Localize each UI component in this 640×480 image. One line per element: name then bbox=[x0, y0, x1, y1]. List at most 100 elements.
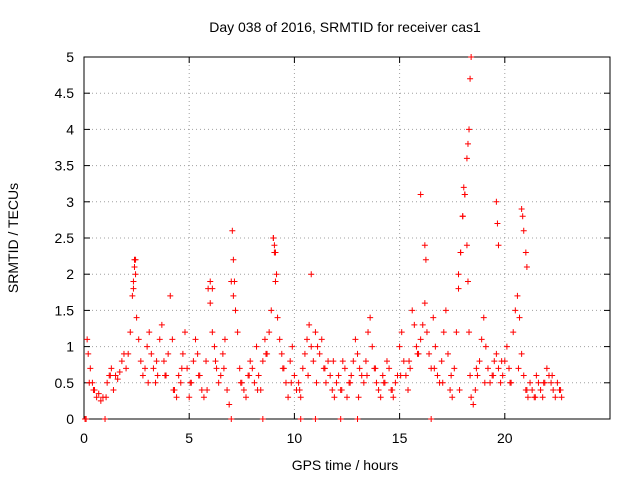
y-tick-label: 1 bbox=[66, 339, 74, 355]
data-point bbox=[156, 336, 163, 343]
data-point bbox=[276, 336, 283, 343]
data-point bbox=[295, 379, 302, 386]
data-point bbox=[316, 350, 323, 357]
data-point bbox=[83, 416, 90, 422]
data-point bbox=[438, 358, 445, 365]
data-point bbox=[204, 387, 211, 394]
data-point bbox=[322, 379, 329, 386]
data-point bbox=[165, 350, 172, 357]
data-point bbox=[474, 372, 481, 379]
data-point bbox=[203, 358, 210, 365]
data-point bbox=[524, 394, 531, 401]
data-point bbox=[266, 329, 273, 336]
data-point bbox=[372, 365, 379, 372]
data-point bbox=[234, 329, 241, 336]
data-point bbox=[285, 394, 292, 401]
data-point bbox=[318, 336, 325, 343]
data-point bbox=[431, 365, 438, 372]
x-axis-label: GPS time / hours bbox=[292, 457, 399, 473]
data-point bbox=[158, 321, 165, 328]
data-point bbox=[127, 329, 134, 336]
data-point bbox=[466, 329, 473, 336]
data-point bbox=[407, 365, 414, 372]
data-point bbox=[230, 292, 237, 299]
data-point bbox=[178, 365, 185, 372]
data-point bbox=[131, 263, 138, 270]
data-point bbox=[209, 329, 216, 336]
data-point bbox=[86, 379, 93, 386]
data-point bbox=[181, 329, 188, 336]
data-point bbox=[362, 358, 369, 365]
data-point bbox=[456, 387, 463, 394]
data-point bbox=[145, 379, 152, 386]
data-point bbox=[419, 321, 426, 328]
data-point bbox=[461, 191, 468, 198]
data-point bbox=[236, 365, 243, 372]
data-point bbox=[467, 372, 474, 379]
data-point bbox=[377, 394, 384, 401]
data-point bbox=[540, 379, 547, 386]
data-point bbox=[221, 336, 228, 343]
data-point bbox=[481, 379, 488, 386]
data-point bbox=[380, 379, 387, 386]
data-point bbox=[527, 379, 534, 386]
data-point bbox=[448, 372, 455, 379]
data-point bbox=[207, 300, 214, 307]
data-point bbox=[480, 314, 487, 321]
data-point bbox=[493, 350, 500, 357]
data-point bbox=[396, 343, 403, 350]
data-point bbox=[341, 365, 348, 372]
data-point bbox=[268, 307, 275, 314]
data-point bbox=[386, 365, 393, 372]
data-point bbox=[473, 365, 480, 372]
data-point bbox=[398, 329, 405, 336]
data-point bbox=[470, 401, 477, 408]
data-point bbox=[491, 358, 498, 365]
data-point bbox=[261, 336, 268, 343]
data-point bbox=[417, 191, 424, 198]
y-tick-label: 2 bbox=[66, 266, 74, 282]
data-point bbox=[289, 343, 296, 350]
data-point bbox=[102, 416, 109, 422]
data-point bbox=[550, 387, 557, 394]
data-point bbox=[495, 365, 502, 372]
data-point bbox=[383, 358, 390, 365]
data-point bbox=[453, 329, 460, 336]
data-point bbox=[215, 379, 222, 386]
data-point bbox=[329, 387, 336, 394]
data-point bbox=[211, 343, 218, 350]
data-point bbox=[177, 379, 184, 386]
data-point bbox=[405, 387, 412, 394]
data-point bbox=[516, 314, 523, 321]
data-point bbox=[103, 394, 110, 401]
data-point bbox=[413, 343, 420, 350]
data-point bbox=[522, 249, 529, 256]
data-point bbox=[421, 242, 428, 249]
data-point bbox=[272, 278, 279, 285]
data-point bbox=[160, 358, 167, 365]
data-point bbox=[84, 336, 91, 343]
data-point bbox=[110, 387, 117, 394]
data-point bbox=[220, 365, 227, 372]
data-point bbox=[406, 358, 413, 365]
y-tick-label: 0.5 bbox=[55, 375, 75, 391]
data-point bbox=[314, 343, 321, 350]
data-point bbox=[365, 329, 372, 336]
data-point bbox=[335, 372, 342, 379]
data-point bbox=[543, 365, 550, 372]
data-point bbox=[230, 256, 237, 263]
data-point bbox=[198, 387, 205, 394]
data-point bbox=[457, 249, 464, 256]
data-point bbox=[255, 372, 262, 379]
y-tick-label: 5 bbox=[66, 49, 74, 65]
data-point bbox=[467, 75, 474, 82]
data-point bbox=[195, 372, 202, 379]
data-point bbox=[251, 379, 258, 386]
data-point bbox=[137, 358, 144, 365]
data-point bbox=[142, 365, 149, 372]
data-point bbox=[434, 372, 441, 379]
data-point bbox=[510, 329, 517, 336]
data-point bbox=[125, 350, 132, 357]
data-point bbox=[104, 379, 111, 386]
data-point bbox=[428, 416, 435, 422]
